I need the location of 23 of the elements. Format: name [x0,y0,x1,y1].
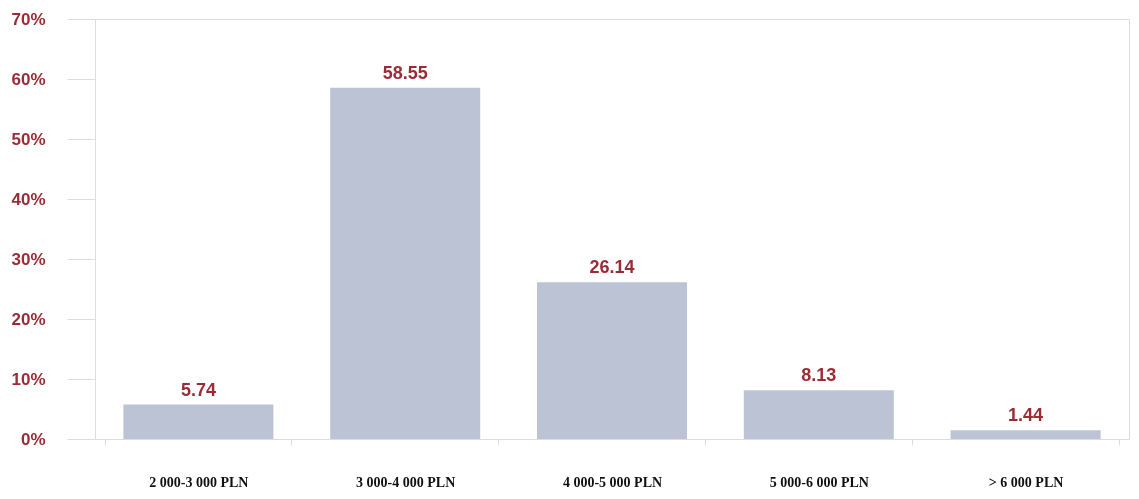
x-tick-label: > 6 000 PLN [988,474,1064,490]
bar [123,404,274,439]
bar [537,282,687,439]
y-tick-label: 70% [11,9,46,29]
x-tick-label: 4 000-5 000 PLN [562,474,663,490]
bar [330,87,481,439]
x-tick-label: 3 000-4 000 PLN [356,474,456,490]
y-tick-label: 30% [11,249,46,269]
y-tick-label: 40% [11,189,46,209]
y-tick-label: 0% [20,429,46,449]
data-label: 5.74 [180,379,216,400]
data-label: 26.14 [589,257,635,278]
y-tick-label: 20% [11,309,46,329]
x-tick-label: 5 000-6 000 PLN [769,474,869,490]
data-label: 1.44 [1008,405,1044,426]
data-label: 8.13 [801,365,837,386]
y-tick-label: 60% [11,69,46,89]
y-tick-label: 10% [11,369,46,389]
bar [743,390,894,439]
bar [950,430,1101,439]
x-tick-label: 2 000-3 000 PLN [149,474,249,490]
y-tick-label: 50% [11,129,46,149]
data-label: 58.55 [382,62,428,83]
